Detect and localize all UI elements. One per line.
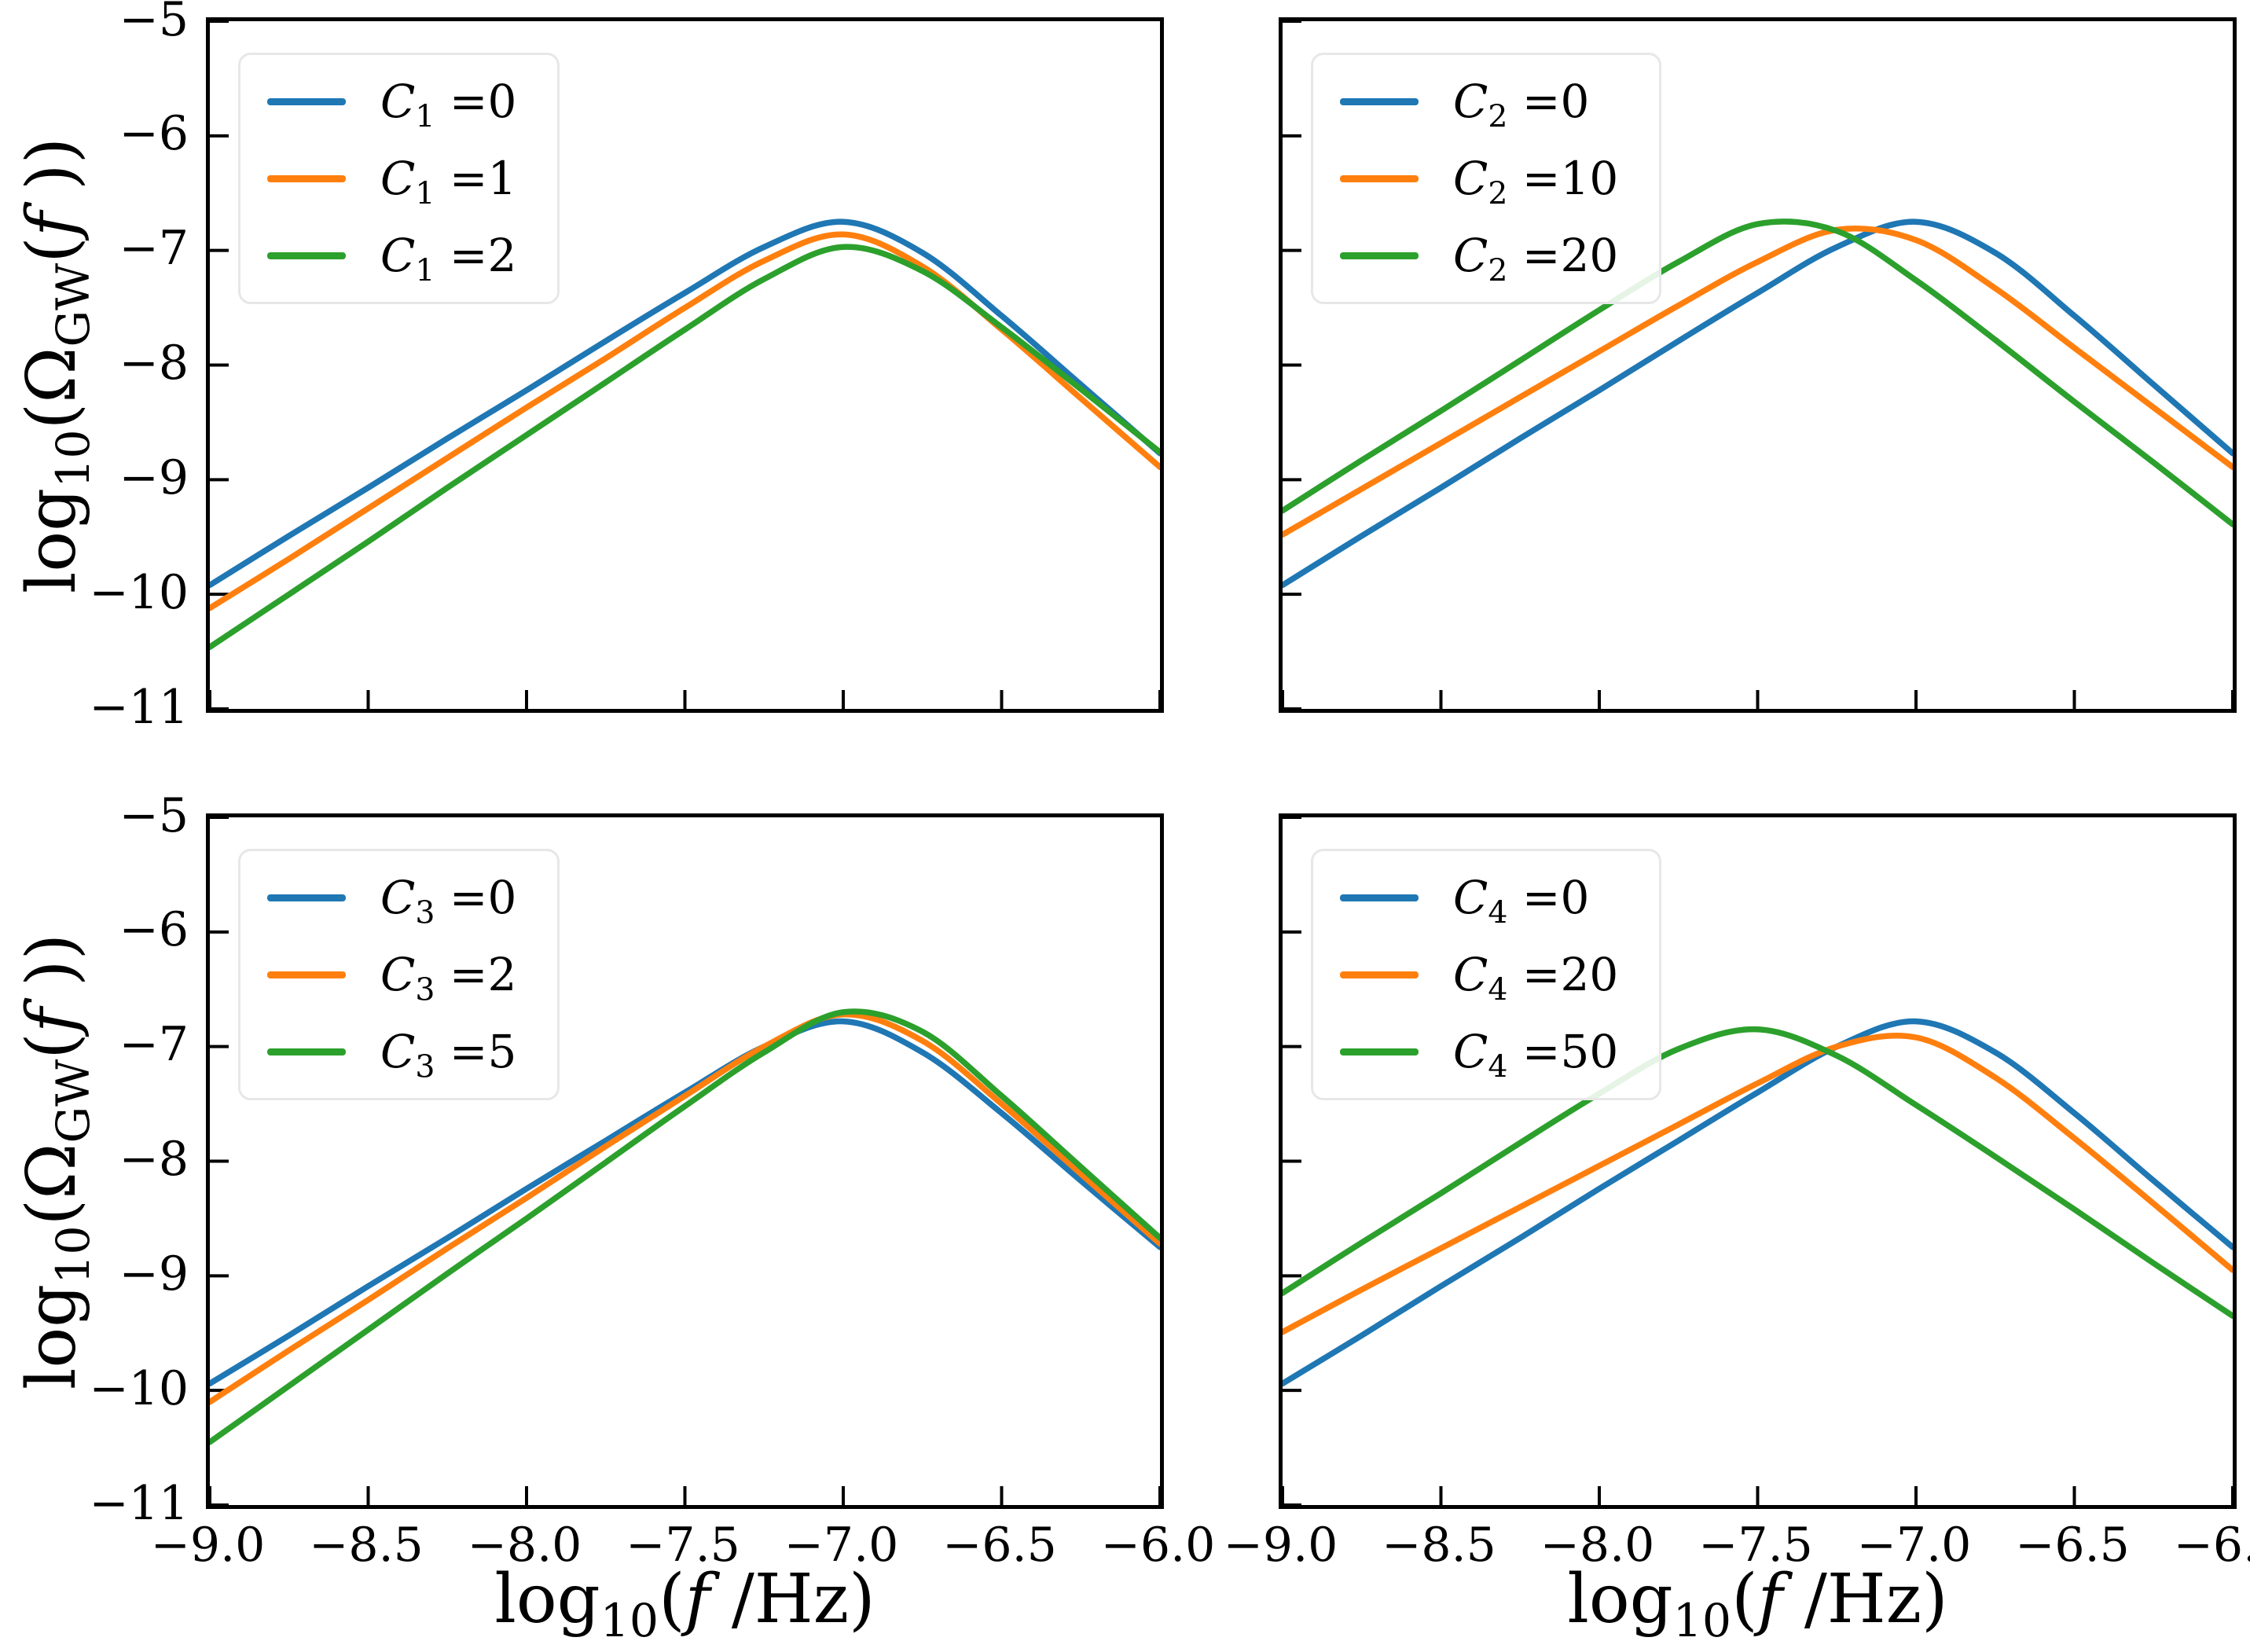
y-tick-label: −6	[119, 902, 189, 958]
curve-blue-bottom-right	[1283, 1018, 2233, 1387]
legend-entry: C4 =0	[1340, 871, 1618, 931]
panel-bottom-left: C3 =0 C3 =2 C3 =5	[206, 813, 1164, 1509]
y-tick-label: −5	[119, 787, 189, 843]
y-tick-label: −5	[119, 0, 189, 47]
panel-top-right: C2 =0 C2 =10 C2 =20	[1279, 17, 2237, 713]
legend-line-swatch-blue	[1340, 894, 1419, 901]
curve-orange-top-right	[1283, 226, 2233, 538]
plot-area-bottom-right	[1283, 817, 2233, 1505]
legend-label: C3 =0	[380, 871, 517, 931]
legend-entry: C2 =20	[1340, 229, 1619, 289]
x-tick-label: −7.5	[626, 1518, 740, 1573]
legend-line-swatch-green	[267, 1048, 346, 1055]
y-tick-label: −6	[119, 106, 189, 162]
curve-green-bottom-right	[1283, 1026, 2233, 1320]
y-axis-label-bottom-row: log10(ΩGW(f ))	[13, 933, 101, 1390]
curve-green-bottom-left	[210, 1008, 1160, 1445]
legend-entry: C2 =0	[1340, 75, 1618, 135]
plot-area-top-left	[210, 21, 1160, 709]
legend-label: C1 =1	[380, 152, 517, 212]
legend-top-left: C1 =0 C1 =1 C1 =2	[238, 53, 560, 304]
y-tick-label: −9	[119, 450, 189, 505]
x-tick-label: −9.0	[150, 1518, 266, 1573]
legend-label: C4 =50	[1453, 1025, 1619, 1085]
legend-label: C2 =10	[1453, 152, 1619, 212]
x-tick-label: −7.0	[1856, 1518, 1972, 1573]
legend-line-swatch-green	[267, 251, 346, 259]
y-tick-label: −10	[89, 564, 189, 620]
legend-entry: C4 =50	[1340, 1025, 1619, 1085]
y-tick-label: −9	[119, 1246, 189, 1301]
legend-entry: C3 =5	[267, 1025, 517, 1085]
legend-entry: C1 =0	[267, 75, 517, 135]
curve-orange-bottom-left	[210, 1011, 1160, 1405]
y-tick-label: −11	[89, 679, 189, 735]
plot-area-top-right	[1283, 21, 2233, 709]
curve-green-top-right	[1283, 218, 2233, 527]
y-tick-label: −8	[119, 1132, 189, 1187]
x-axis-label-right-column: log10(f /Hz)	[1567, 1560, 1948, 1648]
y-tick-label: −10	[89, 1360, 189, 1416]
legend-label: C3 =5	[380, 1025, 517, 1085]
legend-bottom-right: C4 =0 C4 =20 C4 =50	[1311, 849, 1662, 1100]
y-axis-label-top-row: log10(ΩGW(f ))	[13, 137, 101, 593]
curve-blue-top-right	[1283, 218, 2233, 589]
curve-blue-top-left	[210, 218, 1160, 589]
legend-line-swatch-blue	[267, 97, 346, 105]
plot-area-bottom-left	[210, 817, 1160, 1505]
legend-label: C2 =20	[1453, 229, 1619, 289]
x-tick-label: −8.5	[1382, 1518, 1496, 1573]
y-tick-label: −8	[119, 336, 189, 391]
x-tick-label: −7.5	[1698, 1518, 1813, 1573]
legend-entry: C3 =0	[267, 871, 517, 931]
legend-entry: C2 =10	[1340, 152, 1619, 212]
panel-top-left: C1 =0 C1 =1 C1 =2	[206, 17, 1164, 713]
x-tick-label: −6.0	[2173, 1518, 2250, 1573]
x-tick-label: −8.5	[309, 1518, 424, 1573]
x-tick-label: −6.5	[942, 1518, 1057, 1573]
y-tick-label: −7	[119, 221, 189, 277]
legend-line-swatch-green	[1340, 1048, 1419, 1055]
x-tick-label: −7.0	[784, 1518, 899, 1573]
x-tick-label: −9.0	[1223, 1518, 1338, 1573]
legend-label: C4 =20	[1453, 948, 1619, 1008]
legend-line-swatch-orange	[267, 174, 346, 182]
x-tick-label: −6.0	[1100, 1518, 1216, 1573]
legend-entry: C4 =20	[1340, 948, 1619, 1008]
legend-line-swatch-blue	[1340, 97, 1419, 105]
legend-entry: C3 =2	[267, 948, 517, 1008]
legend-label: C1 =0	[380, 75, 517, 135]
legend-line-swatch-orange	[1340, 971, 1419, 978]
y-tick-label: −11	[89, 1475, 189, 1531]
legend-top-right: C2 =0 C2 =10 C2 =20	[1311, 53, 1662, 304]
panel-bottom-right: C4 =0 C4 =20 C4 =50	[1279, 813, 2237, 1509]
legend-bottom-left: C3 =0 C3 =2 C3 =5	[238, 849, 560, 1100]
x-tick-label: −8.0	[467, 1518, 582, 1573]
y-tick-label: −7	[119, 1017, 189, 1073]
legend-label: C4 =0	[1453, 871, 1590, 931]
legend-label: C1 =2	[380, 229, 517, 289]
legend-label: C2 =0	[1453, 75, 1590, 135]
curve-green-top-left	[210, 244, 1160, 651]
legend-line-swatch-blue	[267, 894, 346, 901]
legend-line-swatch-green	[1340, 251, 1419, 259]
legend-line-swatch-orange	[267, 971, 346, 978]
x-tick-label: −8.0	[1540, 1518, 1655, 1573]
legend-line-swatch-orange	[1340, 174, 1419, 182]
x-tick-label: −6.5	[2015, 1518, 2130, 1573]
legend-label: C3 =2	[380, 948, 517, 1008]
legend-entry: C1 =2	[267, 229, 517, 289]
x-axis-label-left-column: log10(f /Hz)	[494, 1560, 875, 1648]
legend-entry: C1 =1	[267, 152, 517, 212]
curve-orange-bottom-right	[1283, 1032, 2233, 1335]
